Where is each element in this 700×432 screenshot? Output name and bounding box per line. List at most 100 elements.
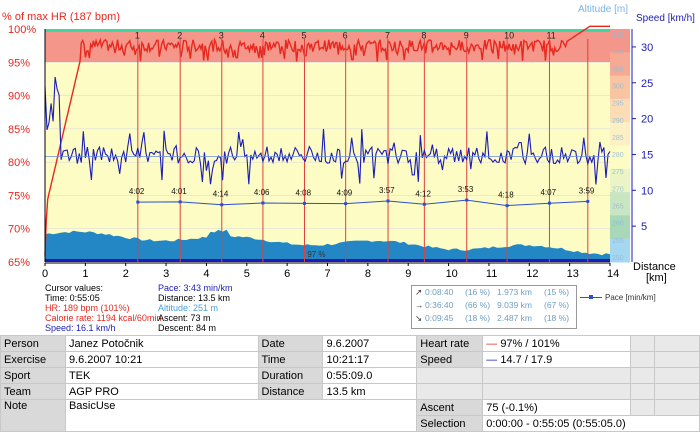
team-label: Team — [0, 383, 66, 400]
x-tick-label: 11 — [486, 268, 497, 280]
speed-axis-title: Speed [km/h] — [636, 13, 695, 24]
x-tick-label: 14 — [607, 268, 619, 280]
table-row: Person Janez Potočnik Date 9.6.2007 Hear… — [0, 335, 700, 352]
altitude-tick-label: 285 — [612, 135, 624, 142]
pace-label: 3:59 — [579, 186, 595, 195]
empty-cell — [630, 351, 656, 368]
selection-value: 0:00:00 - 0:55:05 (0:55:05.0) — [482, 415, 700, 432]
arrow-right-icon: → — [415, 300, 424, 310]
empty-cell — [654, 399, 700, 416]
heart-rate-value: — 97% / 101% — [482, 335, 632, 352]
x-tick-label: 9 — [405, 268, 411, 280]
empty-cell — [654, 367, 700, 384]
altitude-tick-label: 300 — [612, 83, 624, 90]
x-axis-unit: [km] — [646, 272, 667, 284]
lap-number: 4 — [260, 30, 265, 40]
altitude-area-label: 97 % — [307, 250, 325, 259]
pace-label: 4:02 — [129, 187, 145, 196]
cursor-speed: Speed: 16.1 km/h — [45, 323, 116, 333]
cursor-distance: Distance: 13.5 km — [158, 293, 231, 303]
cursor-ascent: Ascent: 73 m — [158, 313, 211, 323]
pace-point — [586, 199, 590, 203]
pace-legend-label: Pace [min/km] — [605, 293, 656, 302]
sport-label: Sport — [0, 367, 66, 384]
x-tick-label: 12 — [526, 268, 538, 280]
cursor-hr: HR: 189 bpm (101%) — [45, 303, 130, 313]
pace-label: 4:14 — [213, 190, 229, 199]
cursor-title: Cursor values: — [45, 283, 104, 293]
summary-dist: 2.487 km — [497, 313, 532, 323]
lap-number: 8 — [421, 30, 426, 40]
x-axis-title: Distance — [633, 261, 676, 273]
duration-value[interactable]: 0:55:09.0 — [322, 367, 418, 384]
hr-tick-label: 75% — [8, 190, 30, 202]
note-value[interactable]: BasicUse — [64, 399, 418, 432]
summary-dpct: (67 %) — [544, 300, 570, 310]
altitude-band — [610, 192, 630, 216]
lap-number: 2 — [177, 30, 182, 40]
person-label: Person — [0, 335, 66, 352]
pace-label: 4:18 — [498, 191, 514, 200]
date-value[interactable]: 9.6.2007 — [322, 335, 418, 352]
lap-number: 7 — [385, 30, 390, 40]
x-tick-label: 6 — [284, 268, 290, 280]
lap-number: 3 — [219, 30, 224, 40]
heart-rate-text: 97% / 101% — [500, 337, 560, 350]
x-tick-label: 5 — [244, 268, 250, 280]
pace-legend: Pace [min/km] — [580, 293, 656, 302]
summary-pct: (66 %) — [465, 300, 491, 310]
altitude-base-strip — [45, 259, 610, 262]
lap-number: 9 — [464, 30, 469, 40]
speed-tick-label: 10 — [641, 185, 653, 197]
hr-tick-label: 80% — [8, 157, 30, 169]
speed-line — [44, 76, 611, 185]
altitude-tick-label: 315 — [612, 32, 624, 39]
x-tick-label: 7 — [325, 268, 331, 280]
person-value[interactable]: Janez Potočnik — [64, 335, 259, 352]
empty-cell — [630, 335, 656, 352]
ascent-value: 75 (-0.1%) — [482, 399, 632, 416]
exercise-value[interactable]: 9.6.2007 10:21 — [64, 351, 259, 368]
laps-summary-row: ↘ 0:09:45 (18 %) 2.487 km (18 %) — [412, 312, 576, 325]
pace-label: 4:09 — [337, 189, 353, 198]
summary-dist: 9.039 km — [497, 300, 532, 310]
pace-label: 4:06 — [254, 188, 270, 197]
pace-line — [137, 199, 588, 207]
time-value[interactable]: 10:21:17 — [322, 351, 418, 368]
exercise-info-table: Person Janez Potočnik Date 9.6.2007 Hear… — [0, 335, 700, 432]
altitude-tick-label: 280 — [612, 152, 624, 159]
x-tick-label: 0 — [42, 268, 48, 280]
altitude-band — [610, 122, 630, 146]
altitude-band — [610, 145, 630, 170]
summary-pct: (18 %) — [465, 313, 491, 323]
speed-tick-label: 15 — [641, 149, 653, 161]
distance-label: Distance — [257, 383, 324, 400]
duration-label: Duration — [257, 367, 324, 384]
sport-value[interactable]: TEK — [64, 367, 259, 384]
team-value[interactable]: AGP PRO — [64, 383, 259, 400]
altitude-tick-label: 295 — [612, 101, 624, 108]
hr-axis-title: % of max HR (187 bpm) — [2, 11, 120, 23]
x-tick-label: 4 — [203, 268, 209, 280]
lap-number: 5 — [301, 30, 306, 40]
altitude-axis-title: Altitude [m] — [578, 4, 628, 15]
selection-label: Selection — [416, 415, 484, 432]
summary-time: 0:08:40 — [425, 287, 454, 297]
empty-cell — [654, 351, 700, 368]
altitude-area — [45, 229, 610, 262]
table-row: Sport TEK Duration 0:55:09.0 — [0, 367, 700, 384]
exercise-chart[interactable]: 97 %1 2 3 4 5 6 7 8 9 10 114:02 4:01 4:14 4:06 4:08 4:0… — [0, 0, 700, 286]
empty-cell — [654, 335, 700, 352]
empty-cell — [630, 383, 656, 400]
hr-tick-label: 90% — [8, 91, 30, 103]
pace-legend-line — [580, 295, 602, 300]
lap-number: 1 — [135, 30, 140, 40]
altitude-tick-label: 255 — [612, 238, 624, 245]
cursor-pace: Pace: 3:43 min/km — [158, 283, 233, 293]
lap-number: 11 — [546, 30, 555, 40]
altitude-tick-label: 260 — [612, 221, 624, 228]
distance-value[interactable]: 13.5 km — [322, 383, 418, 400]
altitude-tick-label: 270 — [612, 186, 624, 193]
summary-time: 0:09:45 — [425, 313, 454, 323]
summary-pct: (16 %) — [465, 287, 491, 297]
